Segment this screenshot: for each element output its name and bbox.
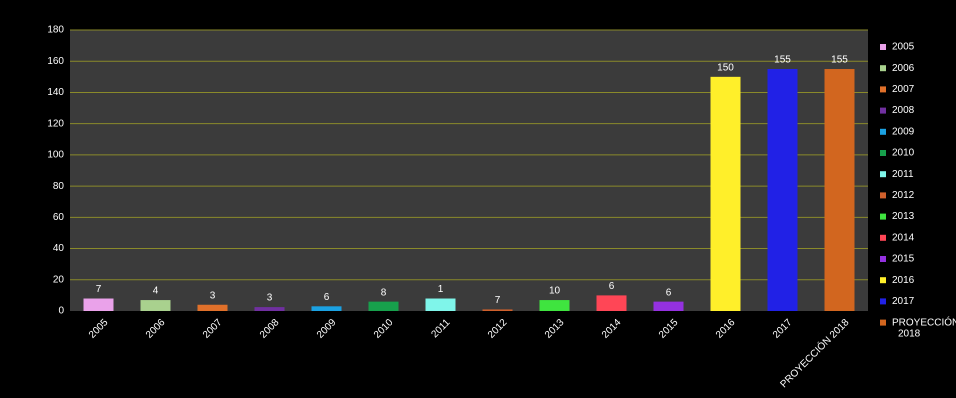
legend-swatch	[880, 44, 886, 50]
y-tick-label: 20	[53, 274, 65, 285]
y-tick-label: 180	[47, 25, 64, 36]
legend-label: 2011	[892, 169, 914, 180]
legend-swatch	[880, 234, 886, 241]
bar	[197, 304, 228, 311]
bar	[539, 300, 570, 311]
legend-swatch	[880, 213, 886, 220]
bar	[824, 69, 855, 312]
data-label: 6	[324, 292, 330, 303]
legend-swatch	[880, 277, 886, 284]
data-label: 3	[267, 293, 273, 304]
legend-label: 2008	[892, 105, 915, 116]
bar	[140, 300, 171, 311]
legend-swatch	[880, 192, 886, 199]
bar	[311, 306, 342, 311]
legend-label: 2006	[892, 63, 915, 74]
y-tick-label: 160	[47, 56, 64, 67]
y-tick-label: 80	[53, 181, 65, 192]
bar	[596, 295, 627, 311]
legend-label: 2012	[892, 190, 915, 201]
data-label: 155	[774, 55, 791, 66]
bar	[482, 309, 513, 311]
legend-label: PROYECCIÓN 2018	[892, 315, 956, 339]
bar	[710, 76, 741, 311]
legend-label-line: PROYECCIÓN	[892, 315, 956, 328]
legend-label: 2016	[892, 275, 915, 286]
legend-swatch	[880, 107, 886, 114]
legend-label: 2015	[892, 254, 915, 265]
y-tick-label: 0	[58, 306, 64, 317]
legend-label: 2010	[892, 148, 915, 159]
data-label: 7	[96, 284, 102, 295]
legend-label: 2007	[892, 84, 915, 95]
data-label: 1	[438, 284, 444, 295]
legend-swatch	[880, 256, 886, 262]
legend-label-line: 2018	[898, 328, 921, 339]
legend-label: 2014	[892, 232, 915, 243]
legend-swatch	[880, 319, 886, 326]
data-label: 155	[831, 55, 848, 66]
legend-swatch	[880, 298, 886, 305]
data-label: 150	[717, 62, 734, 73]
legend-swatch	[880, 128, 886, 135]
plot-area	[70, 30, 868, 311]
legend-swatch	[880, 65, 886, 72]
legend-label: 2017	[892, 296, 915, 307]
y-tick-label: 120	[47, 118, 64, 129]
y-tick-label: 140	[47, 87, 64, 98]
y-tick-label: 60	[53, 212, 65, 223]
bar	[368, 301, 399, 311]
data-label: 7	[495, 295, 501, 306]
legend-label: 2013	[892, 211, 915, 222]
data-label: 6	[609, 281, 615, 292]
legend-label: 2009	[892, 126, 915, 137]
data-label: 10	[549, 286, 561, 297]
y-tick-label: 40	[53, 243, 65, 254]
data-label: 3	[210, 290, 216, 301]
bar	[83, 298, 114, 311]
data-label: 6	[666, 287, 672, 298]
bar	[425, 298, 456, 311]
bar	[653, 301, 684, 311]
legend-swatch	[880, 171, 886, 178]
legend-swatch	[880, 86, 886, 93]
bar	[254, 307, 285, 311]
data-label: 8	[381, 287, 387, 298]
data-label: 4	[153, 286, 159, 297]
y-tick-label: 100	[47, 150, 64, 161]
bar	[767, 69, 798, 312]
legend-label: 2005	[892, 42, 915, 53]
legend-swatch	[880, 150, 886, 156]
